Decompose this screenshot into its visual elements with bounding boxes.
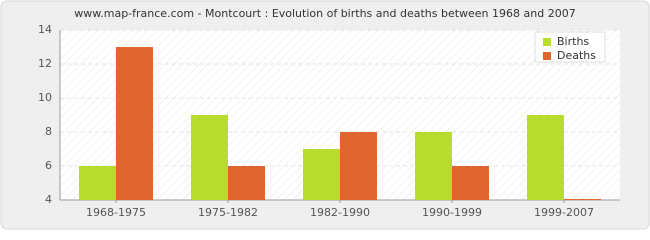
x-tick-label: 1999-2007 xyxy=(534,206,594,219)
bar xyxy=(415,132,452,200)
legend-swatch xyxy=(543,38,551,46)
x-tick-label: 1990-1999 xyxy=(422,206,482,219)
bar xyxy=(191,115,228,200)
bar xyxy=(303,149,340,200)
bar xyxy=(228,166,265,200)
y-tick-label: 4 xyxy=(45,193,52,206)
bar xyxy=(79,166,116,200)
y-tick-label: 8 xyxy=(45,125,52,138)
chart: www.map-france.com - Montcourt : Evoluti… xyxy=(0,0,650,230)
bar xyxy=(116,47,153,200)
chart-title: www.map-france.com - Montcourt : Evoluti… xyxy=(74,7,575,20)
y-tick-label: 10 xyxy=(38,91,52,104)
y-tick-label: 6 xyxy=(45,159,52,172)
bar xyxy=(340,132,377,200)
y-tick-label: 12 xyxy=(38,57,52,70)
legend-label: Births xyxy=(557,35,589,48)
y-tick-label: 14 xyxy=(38,23,52,36)
legend-swatch xyxy=(543,52,551,60)
bar xyxy=(564,199,601,200)
x-tick-label: 1968-1975 xyxy=(86,206,146,219)
bar xyxy=(527,115,564,200)
bar xyxy=(452,166,489,200)
x-tick-label: 1982-1990 xyxy=(310,206,370,219)
x-tick-label: 1975-1982 xyxy=(198,206,258,219)
legend-label: Deaths xyxy=(557,49,596,62)
